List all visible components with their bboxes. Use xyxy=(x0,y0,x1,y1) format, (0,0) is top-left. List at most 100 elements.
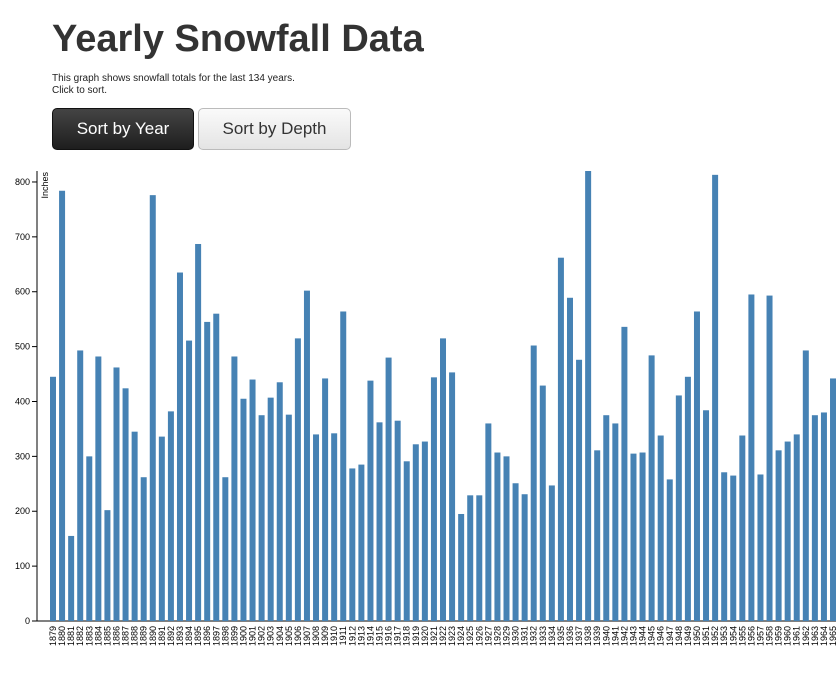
bar xyxy=(104,510,111,621)
bar xyxy=(784,441,791,621)
bar xyxy=(703,410,710,621)
x-tick-label: 1934 xyxy=(547,626,557,646)
x-tick-label: 1919 xyxy=(411,626,421,646)
x-tick-label: 1901 xyxy=(248,626,258,646)
y-tick-label: 700 xyxy=(15,232,30,242)
y-tick-label: 500 xyxy=(15,342,30,352)
x-tick-label: 1912 xyxy=(347,626,357,646)
bar xyxy=(503,456,510,621)
bar xyxy=(231,356,238,621)
x-tick-label: 1942 xyxy=(619,626,629,646)
bar xyxy=(739,435,746,621)
x-tick-label: 1931 xyxy=(520,626,530,646)
sort-year-button[interactable]: Sort by Year xyxy=(52,108,194,150)
x-tick-label: 1954 xyxy=(728,626,738,646)
bar xyxy=(167,411,174,621)
x-tick-label: 1960 xyxy=(783,626,793,646)
x-tick-label: 1916 xyxy=(384,626,394,646)
bar xyxy=(59,190,66,621)
x-tick-label: 1922 xyxy=(438,626,448,646)
bar xyxy=(131,431,138,621)
x-tick-label: 1887 xyxy=(121,626,131,646)
x-tick-label: 1883 xyxy=(84,626,94,646)
x-tick-label: 1952 xyxy=(710,626,720,646)
bar xyxy=(512,483,519,621)
y-tick-label: 800 xyxy=(15,177,30,187)
x-tick-label: 1920 xyxy=(420,626,430,646)
x-tick-label: 1924 xyxy=(456,626,466,646)
x-tick-label: 1891 xyxy=(157,626,167,646)
x-tick-label: 1926 xyxy=(474,626,484,646)
bar xyxy=(566,297,573,621)
description-line: This graph shows snowfall totals for the… xyxy=(52,73,295,84)
x-tick-label: 1914 xyxy=(365,626,375,646)
bar xyxy=(485,423,492,621)
x-tick-label: 1880 xyxy=(57,626,67,646)
bar xyxy=(122,388,129,621)
x-tick-label: 1957 xyxy=(755,626,765,646)
bar xyxy=(585,171,592,621)
y-tick-label: 200 xyxy=(15,506,30,516)
x-tick-label: 1906 xyxy=(293,626,303,646)
bar xyxy=(195,243,202,622)
bar xyxy=(793,434,800,621)
bar xyxy=(830,378,836,621)
bar xyxy=(494,452,501,621)
x-tick-label: 1918 xyxy=(402,626,412,646)
x-tick-label: 1928 xyxy=(492,626,502,646)
x-tick-label: 1892 xyxy=(166,626,176,646)
x-tick-label: 1909 xyxy=(320,626,330,646)
x-tick-label: 1940 xyxy=(601,626,611,646)
x-tick-label: 1936 xyxy=(565,626,575,646)
x-tick-label: 1905 xyxy=(284,626,294,646)
bar xyxy=(313,434,320,621)
bar xyxy=(449,372,456,621)
x-tick-label: 1900 xyxy=(238,626,248,646)
bar xyxy=(440,338,447,621)
x-tick-label: 1929 xyxy=(502,626,512,646)
y-axis-label: Inches xyxy=(40,172,50,199)
bar xyxy=(712,174,719,621)
bar xyxy=(621,326,628,621)
bar xyxy=(176,272,183,621)
y-tick-label: 100 xyxy=(15,561,30,571)
description: This graph shows snowfall totals for the… xyxy=(52,73,295,97)
bar xyxy=(530,345,537,621)
x-tick-label: 1933 xyxy=(538,626,548,646)
x-tick-label: 1903 xyxy=(266,626,276,646)
x-tick-label: 1950 xyxy=(692,626,702,646)
x-tick-label: 1964 xyxy=(819,626,829,646)
x-tick-label: 1915 xyxy=(375,626,385,646)
x-tick-label: 1923 xyxy=(447,626,457,646)
bar xyxy=(322,378,329,621)
bar xyxy=(294,338,301,621)
bar xyxy=(421,441,428,621)
title: Yearly Snowfall Data xyxy=(52,18,424,60)
bar xyxy=(213,313,220,621)
bar xyxy=(666,479,673,621)
x-tick-label: 1939 xyxy=(592,626,602,646)
bar xyxy=(358,464,365,621)
bar xyxy=(675,395,682,621)
x-tick-label: 1911 xyxy=(338,626,348,645)
x-tick-label: 1884 xyxy=(93,626,103,646)
bar xyxy=(412,444,419,621)
sort-depth-button[interactable]: Sort by Depth xyxy=(198,108,351,150)
description-line: Click to sort. xyxy=(52,85,108,96)
bar xyxy=(113,367,120,621)
x-tick-label: 1941 xyxy=(610,626,620,646)
bar xyxy=(285,414,292,621)
bar xyxy=(204,321,211,621)
bar xyxy=(276,382,283,621)
bar xyxy=(385,357,392,621)
bar xyxy=(349,468,356,621)
x-tick-label: 1898 xyxy=(220,626,230,646)
x-tick-label: 1947 xyxy=(665,626,675,646)
x-tick-label: 1925 xyxy=(465,626,475,646)
bar xyxy=(820,412,827,621)
bar xyxy=(467,495,474,621)
bar xyxy=(186,340,193,621)
bar xyxy=(249,379,256,621)
bar xyxy=(430,377,437,621)
x-tick-label: 1896 xyxy=(202,626,212,646)
